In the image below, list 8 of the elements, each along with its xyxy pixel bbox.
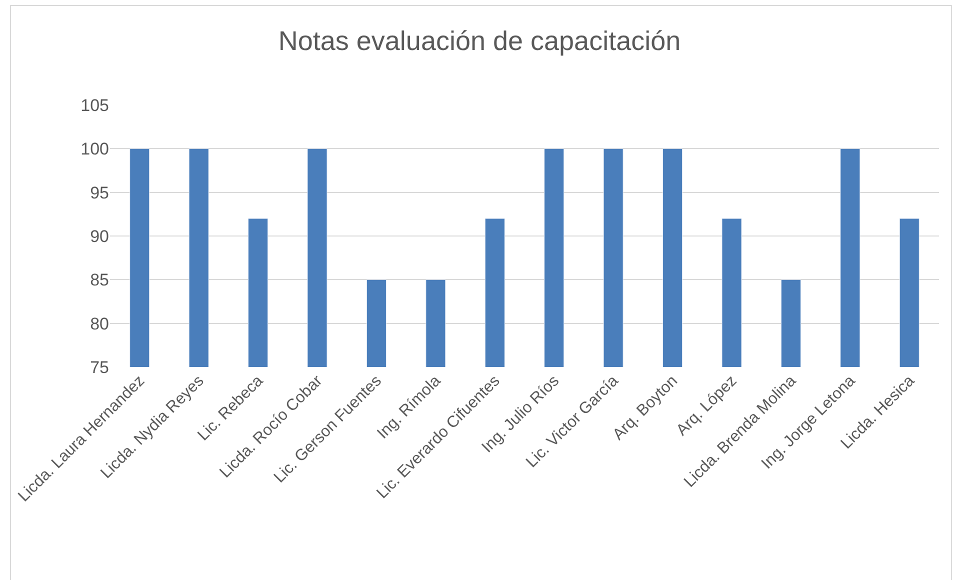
y-tick-label: 80 [90,314,109,334]
y-tick-label: 90 [90,226,109,246]
y-tick-label: 85 [90,270,109,290]
y-tick-label: 105 [80,96,109,115]
chart-title: Notas evaluación de capacitación [278,26,681,56]
y-tick-label: 100 [80,140,109,159]
y-tick-label: 95 [90,183,109,202]
y-tick-label: 75 [90,358,109,377]
